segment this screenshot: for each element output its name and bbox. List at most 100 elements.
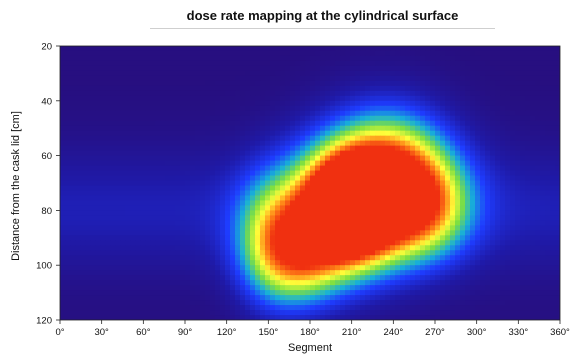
heatmap-cell xyxy=(415,160,421,167)
heatmap-cell xyxy=(505,110,511,117)
heatmap-cell xyxy=(425,100,431,107)
heatmap-cell xyxy=(430,270,436,276)
heatmap-cell xyxy=(275,185,281,192)
heatmap-cell xyxy=(475,170,481,177)
heatmap-cell xyxy=(205,280,211,286)
heatmap-cell xyxy=(230,225,236,231)
heatmap-cell xyxy=(125,250,131,256)
heatmap-cell xyxy=(75,285,81,291)
heatmap-cell xyxy=(240,75,246,82)
heatmap-cell xyxy=(490,160,496,167)
heatmap-cell xyxy=(390,205,396,211)
heatmap-cell xyxy=(440,155,446,162)
heatmap-cell xyxy=(195,125,201,132)
heatmap-cell xyxy=(300,185,306,192)
heatmap-cell xyxy=(515,55,521,62)
heatmap-cell xyxy=(435,105,441,112)
heatmap-cell xyxy=(385,105,391,112)
heatmap-cell xyxy=(60,270,66,276)
heatmap-cell xyxy=(255,125,261,132)
heatmap-cell xyxy=(240,165,246,172)
heatmap-cell xyxy=(210,150,216,157)
heatmap-cell xyxy=(200,230,206,236)
heatmap-cell xyxy=(70,220,76,226)
heatmap-cell xyxy=(150,190,156,197)
heatmap-cell xyxy=(490,270,496,276)
heatmap-cell xyxy=(80,55,86,62)
heatmap-cell xyxy=(280,46,286,52)
heatmap-cell xyxy=(95,265,101,271)
heatmap-cell xyxy=(430,205,436,211)
heatmap-cell xyxy=(460,165,466,172)
heatmap-cell xyxy=(340,275,346,281)
heatmap-cell xyxy=(275,265,281,271)
heatmap-cell xyxy=(500,70,506,77)
heatmap-cell xyxy=(355,240,361,246)
heatmap-cell xyxy=(150,245,156,251)
heatmap-cell xyxy=(335,265,341,271)
heatmap-cell xyxy=(380,280,386,286)
heatmap-cell xyxy=(445,195,451,202)
heatmap-cell xyxy=(260,160,266,167)
heatmap-cell xyxy=(275,85,281,92)
heatmap-cell xyxy=(215,245,221,251)
heatmap-cell xyxy=(65,95,71,102)
heatmap-cell xyxy=(165,275,171,281)
heatmap-cell xyxy=(245,80,251,87)
heatmap-cell xyxy=(385,90,391,97)
heatmap-cell xyxy=(335,175,341,182)
heatmap-cell xyxy=(505,130,511,137)
heatmap-cell xyxy=(375,195,381,202)
heatmap-cell xyxy=(230,210,236,216)
heatmap-cell xyxy=(160,160,166,167)
heatmap-cell xyxy=(390,215,396,221)
heatmap-cell xyxy=(425,230,431,236)
heatmap-cell xyxy=(150,65,156,72)
heatmap-cell xyxy=(125,220,131,226)
heatmap-cell xyxy=(145,95,151,102)
heatmap-cell xyxy=(160,240,166,246)
heatmap-cell xyxy=(125,110,131,117)
heatmap-cell xyxy=(210,210,216,216)
heatmap-cell xyxy=(125,80,131,87)
heatmap-cell xyxy=(75,275,81,281)
heatmap-cell xyxy=(70,240,76,246)
heatmap-cell xyxy=(200,115,206,122)
heatmap-cell xyxy=(360,275,366,281)
heatmap-cell xyxy=(510,50,516,57)
heatmap-cell xyxy=(555,110,560,117)
heatmap-cell xyxy=(350,70,356,77)
heatmap-cell xyxy=(160,140,166,147)
heatmap-cell xyxy=(240,46,246,52)
heatmap-cell xyxy=(350,265,356,271)
heatmap-cell xyxy=(60,290,66,296)
heatmap-cell xyxy=(270,180,276,187)
heatmap-cell xyxy=(470,175,476,182)
heatmap-cell xyxy=(370,210,376,216)
heatmap-cell xyxy=(405,200,411,207)
heatmap-cell xyxy=(395,280,401,286)
heatmap-cell xyxy=(265,120,271,127)
heatmap-cell xyxy=(225,145,231,152)
heatmap-cell xyxy=(490,245,496,251)
heatmap-cell xyxy=(520,280,526,286)
heatmap-cell xyxy=(385,190,391,197)
heatmap-cell xyxy=(540,100,546,107)
heatmap-cell xyxy=(460,145,466,152)
heatmap-cell xyxy=(225,185,231,192)
heatmap-cell xyxy=(425,145,431,152)
heatmap-cell xyxy=(295,75,301,82)
heatmap-cell xyxy=(315,70,321,77)
heatmap-cell xyxy=(395,165,401,172)
heatmap-cell xyxy=(205,50,211,57)
heatmap-cell xyxy=(320,110,326,117)
heatmap-cell xyxy=(210,245,216,251)
heatmap-cell xyxy=(520,50,526,57)
heatmap-cell xyxy=(555,95,560,102)
heatmap-cell xyxy=(65,210,71,216)
heatmap-cell xyxy=(385,115,391,122)
heatmap-cell xyxy=(330,95,336,102)
heatmap-cell xyxy=(405,50,411,57)
heatmap-cell xyxy=(515,145,521,152)
heatmap-cell xyxy=(65,185,71,192)
